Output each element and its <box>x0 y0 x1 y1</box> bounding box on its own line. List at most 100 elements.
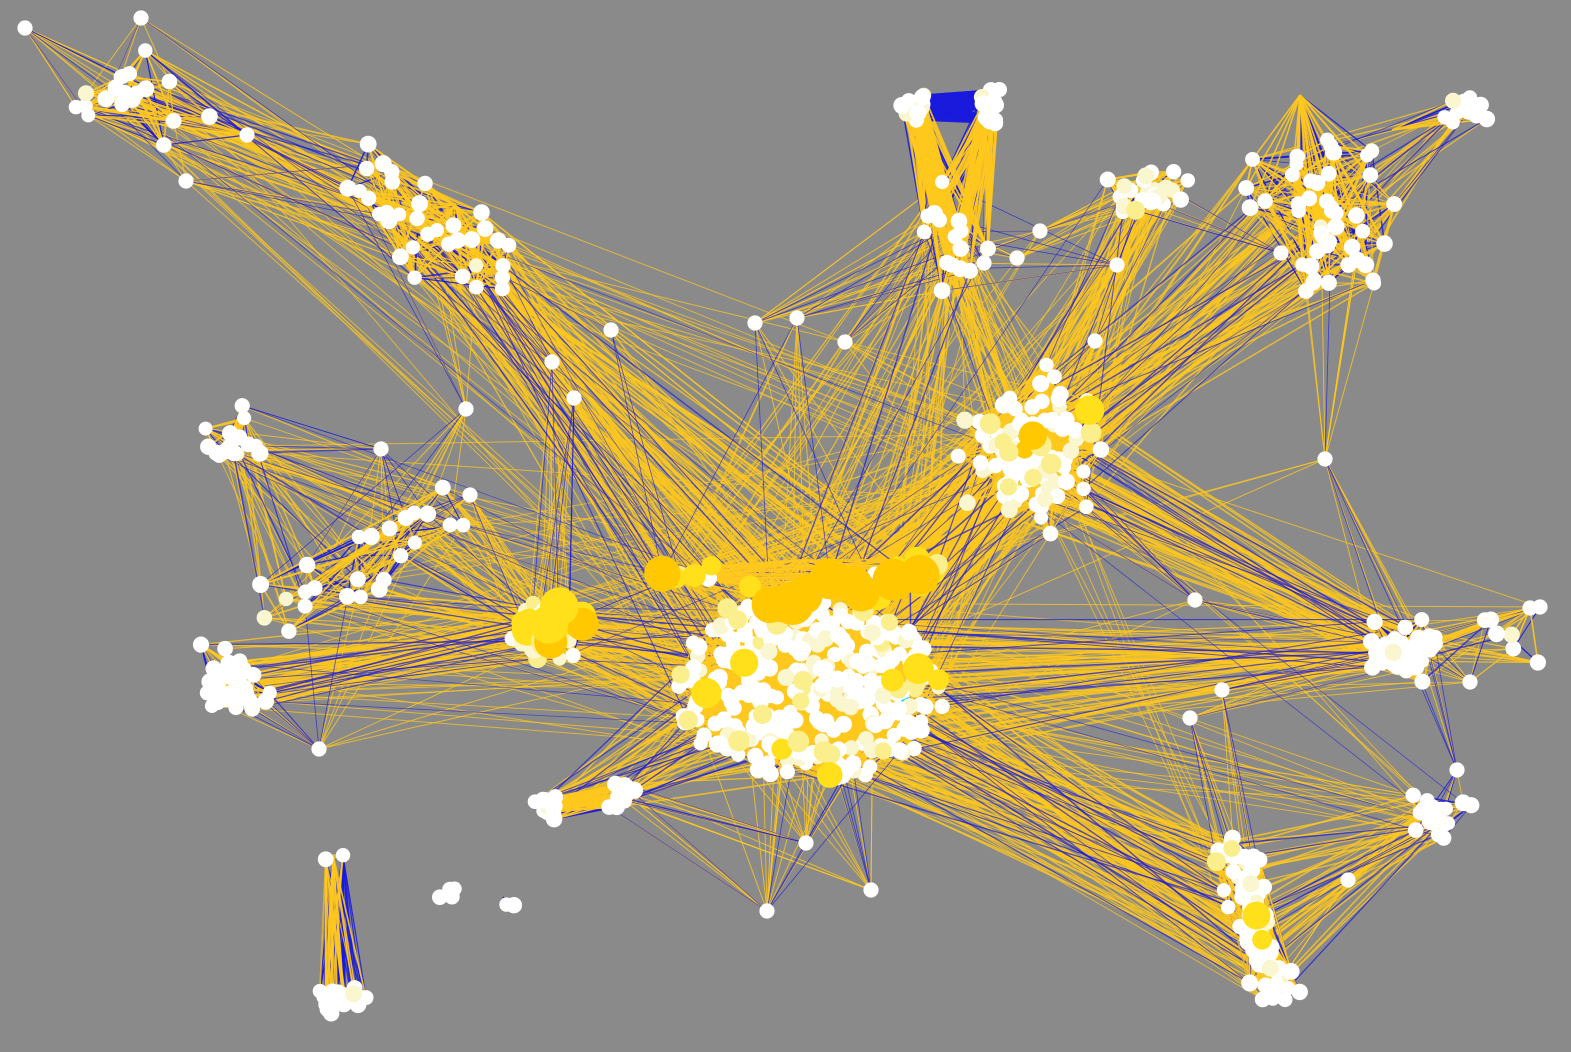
graph-node[interactable] <box>863 624 881 642</box>
graph-node[interactable] <box>759 903 775 919</box>
graph-node[interactable] <box>462 487 478 503</box>
graph-node[interactable] <box>1052 385 1069 403</box>
graph-node[interactable] <box>1039 357 1054 373</box>
graph-node[interactable] <box>397 509 414 526</box>
graph-node[interactable] <box>872 558 915 601</box>
graph-node[interactable] <box>409 210 425 227</box>
graph-node[interactable] <box>349 571 366 588</box>
graph-node[interactable] <box>1414 673 1431 690</box>
graph-node[interactable] <box>837 334 853 350</box>
graph-node[interactable] <box>359 135 377 153</box>
graph-node[interactable] <box>959 494 976 512</box>
graph-node[interactable] <box>830 626 848 644</box>
graph-node[interactable] <box>345 985 363 1003</box>
graph-node[interactable] <box>1282 963 1300 980</box>
graph-node[interactable] <box>1309 243 1326 260</box>
graph-node[interactable] <box>976 255 992 271</box>
graph-node[interactable] <box>728 730 750 752</box>
graph-node[interactable] <box>838 760 856 777</box>
graph-node[interactable] <box>1343 238 1361 256</box>
graph-node[interactable] <box>787 730 810 753</box>
graph-node[interactable] <box>736 626 753 643</box>
graph-node[interactable] <box>1058 473 1075 490</box>
graph-node[interactable] <box>1062 442 1080 460</box>
graph-node[interactable] <box>1366 613 1383 631</box>
graph-node[interactable] <box>234 398 250 414</box>
graph-node[interactable] <box>867 716 884 733</box>
graph-node[interactable] <box>999 478 1018 496</box>
graph-node[interactable] <box>449 232 466 249</box>
graph-node[interactable] <box>1421 811 1439 829</box>
graph-node[interactable] <box>1368 652 1386 670</box>
graph-node[interactable] <box>874 686 892 704</box>
graph-node[interactable] <box>494 270 510 286</box>
graph-node[interactable] <box>792 644 810 662</box>
graph-node[interactable] <box>442 517 458 533</box>
graph-node[interactable] <box>1047 369 1062 385</box>
graph-node[interactable] <box>445 217 462 234</box>
graph-node[interactable] <box>362 527 380 546</box>
graph-node[interactable] <box>1298 283 1314 299</box>
graph-node[interactable] <box>1024 399 1040 415</box>
graph-node[interactable] <box>392 248 409 266</box>
graph-node[interactable] <box>771 738 793 760</box>
graph-node[interactable] <box>798 835 814 851</box>
graph-node[interactable] <box>359 160 375 177</box>
graph-node[interactable] <box>720 687 736 703</box>
graph-node[interactable] <box>939 254 955 271</box>
graph-node[interactable] <box>817 630 834 647</box>
graph-node[interactable] <box>1273 245 1289 261</box>
graph-node[interactable] <box>1289 148 1305 165</box>
graph-node[interactable] <box>717 598 738 619</box>
graph-node[interactable] <box>1042 525 1059 542</box>
graph-node[interactable] <box>373 441 389 457</box>
graph-node[interactable] <box>278 591 294 607</box>
graph-node[interactable] <box>198 421 213 436</box>
graph-node[interactable] <box>124 91 141 108</box>
graph-node[interactable] <box>816 762 843 788</box>
graph-node[interactable] <box>987 96 1004 114</box>
graph-node[interactable] <box>405 240 421 255</box>
graph-node[interactable] <box>813 741 835 763</box>
graph-node[interactable] <box>1049 488 1066 505</box>
graph-node[interactable] <box>951 260 969 278</box>
graph-node[interactable] <box>994 396 1013 414</box>
graph-node[interactable] <box>297 598 313 614</box>
graph-node[interactable] <box>432 889 448 905</box>
graph-node[interactable] <box>281 623 297 639</box>
graph-node[interactable] <box>384 174 401 190</box>
graph-node[interactable] <box>917 698 934 715</box>
graph-node[interactable] <box>696 727 712 743</box>
graph-node[interactable] <box>339 588 356 605</box>
graph-node[interactable] <box>463 231 481 248</box>
graph-node[interactable] <box>495 258 511 274</box>
graph-node[interactable] <box>311 741 327 757</box>
graph-node[interactable] <box>419 505 437 523</box>
graph-node[interactable] <box>1362 167 1379 184</box>
graph-node[interactable] <box>747 747 764 765</box>
graph-node[interactable] <box>1482 611 1500 628</box>
graph-node[interactable] <box>999 442 1019 462</box>
graph-node[interactable] <box>608 798 625 816</box>
graph-node[interactable] <box>933 282 951 299</box>
graph-node[interactable] <box>1478 110 1496 128</box>
graph-node[interactable] <box>701 556 722 576</box>
graph-node[interactable] <box>835 715 852 733</box>
graph-node[interactable] <box>306 580 323 596</box>
graph-node[interactable] <box>1445 115 1460 130</box>
graph-node[interactable] <box>454 268 471 285</box>
graph-node[interactable] <box>240 436 257 453</box>
graph-node[interactable] <box>952 240 969 257</box>
graph-node[interactable] <box>316 988 333 1005</box>
graph-node[interactable] <box>913 721 930 739</box>
graph-node[interactable] <box>1323 202 1341 219</box>
graph-node[interactable] <box>468 258 484 273</box>
graph-node[interactable] <box>874 742 892 760</box>
graph-node[interactable] <box>1355 223 1370 239</box>
graph-node[interactable] <box>690 638 708 656</box>
graph-node[interactable] <box>730 648 759 677</box>
graph-node[interactable] <box>565 647 581 664</box>
graph-node[interactable] <box>1238 180 1255 196</box>
graph-node[interactable] <box>476 220 494 237</box>
graph-node[interactable] <box>473 204 490 221</box>
